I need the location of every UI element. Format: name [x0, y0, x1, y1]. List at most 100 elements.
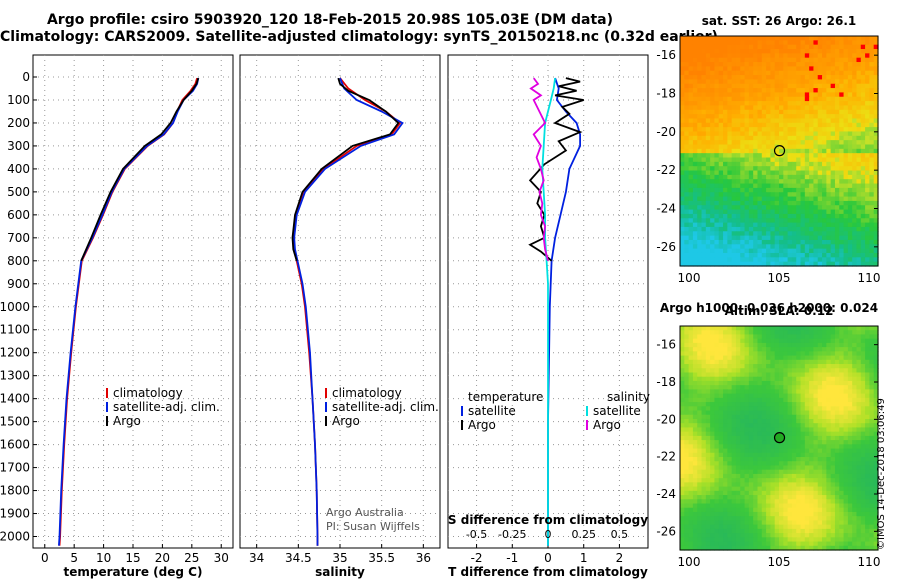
map-cell [774, 114, 780, 120]
map-cell [804, 192, 810, 198]
map-cell [714, 347, 720, 352]
map-cell [744, 435, 750, 441]
map-cell [865, 140, 870, 146]
map-cell [723, 368, 728, 374]
map-cell [701, 75, 707, 80]
map-cell [822, 528, 827, 534]
map-cell [718, 114, 724, 120]
map-cell [839, 495, 845, 500]
map-cell [856, 511, 862, 517]
map-cell [688, 170, 694, 176]
map-cell [705, 36, 711, 41]
map-cell [873, 338, 879, 344]
map-cell [692, 235, 698, 241]
map-cell [710, 326, 716, 331]
map-cell [701, 326, 707, 331]
map-cell [779, 410, 784, 416]
map-cell [783, 261, 789, 267]
map-cell [718, 161, 724, 167]
map-cell [680, 248, 685, 254]
map-cell [723, 376, 728, 382]
map-cell [735, 196, 741, 202]
map-cell [688, 495, 694, 500]
map-cell [804, 239, 810, 245]
map-cell [740, 57, 746, 63]
map-cell [787, 88, 793, 94]
map-cell [791, 200, 797, 206]
map-cell [731, 368, 737, 374]
map-x-tick-label: 100 [678, 271, 701, 285]
map-cell [714, 114, 720, 120]
map-cell [688, 218, 694, 224]
map-cell [731, 465, 737, 471]
map-cell [774, 244, 780, 250]
map-cell [744, 402, 750, 407]
map-cell [774, 423, 780, 429]
x-tick-label: 35 [332, 551, 347, 565]
map-cell [813, 57, 819, 63]
map-cell [809, 179, 815, 185]
map-cell [804, 330, 810, 336]
map-cell [710, 179, 716, 185]
map-cell [796, 338, 802, 344]
map-cell [865, 144, 870, 150]
map-cell [761, 174, 767, 180]
map-cell [692, 448, 698, 454]
map-cell [847, 330, 853, 336]
map-cell [735, 414, 741, 420]
map-cell [809, 166, 815, 172]
map-cell [791, 338, 797, 344]
map-cell [774, 101, 780, 107]
map-cell [839, 507, 845, 513]
map-cell [873, 347, 879, 352]
map-cell [680, 213, 685, 219]
map-cell [697, 452, 703, 458]
map-cell [830, 70, 836, 76]
map-cell [869, 101, 875, 107]
map-cell [770, 40, 776, 46]
map-cell [761, 520, 767, 526]
map-cell [834, 385, 840, 390]
map-cell [856, 503, 862, 509]
map-cell [800, 105, 806, 111]
map-cell [688, 368, 694, 374]
map-cell [826, 92, 832, 98]
map-cell [748, 342, 754, 348]
map-cell [692, 166, 698, 172]
map-cell [809, 36, 815, 41]
map-cell [684, 92, 690, 98]
map-cell [701, 209, 707, 215]
map-cell [761, 440, 767, 445]
map-cell [705, 482, 711, 488]
map-cell [834, 62, 840, 67]
map-cell [847, 179, 853, 185]
map-cell [757, 70, 763, 76]
map-cell [757, 135, 763, 141]
map-cell [684, 205, 690, 211]
map-cell [697, 431, 703, 437]
map-cell [860, 131, 866, 137]
map-cell [779, 516, 784, 522]
map-cell [723, 261, 728, 267]
map-cell [804, 440, 810, 445]
map-cell [826, 205, 832, 211]
map-cell [787, 144, 793, 150]
map-cell [757, 213, 763, 219]
map-cell [834, 334, 840, 340]
map-cell [744, 79, 750, 85]
map-cell [813, 166, 819, 172]
map-cell [852, 330, 858, 336]
map-cell [748, 359, 754, 365]
map-cell [834, 427, 840, 433]
map-cell [718, 533, 724, 538]
map-cell [761, 170, 767, 176]
map-cell [822, 338, 827, 344]
map-cell [766, 174, 771, 180]
map-cell [718, 418, 724, 424]
map-cell [723, 533, 728, 538]
map-cell [783, 192, 789, 198]
map-cell [783, 330, 789, 336]
map-cell [735, 385, 741, 390]
map-cell [852, 338, 858, 344]
map-cell [865, 431, 870, 437]
